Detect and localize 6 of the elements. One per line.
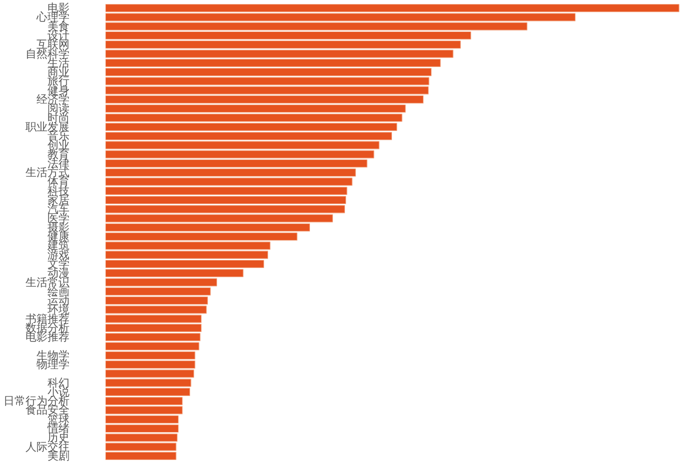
y-tick-label: 篮球 [48,412,70,426]
y-tick-label: 电影推荐 [26,330,70,344]
y-tick-label: 自然科学 [26,47,70,60]
y-tick-label: 经济学 [36,92,70,106]
y-tick-label: 物理学 [36,358,70,372]
y-tick-label: 书籍推荐 [26,312,70,326]
